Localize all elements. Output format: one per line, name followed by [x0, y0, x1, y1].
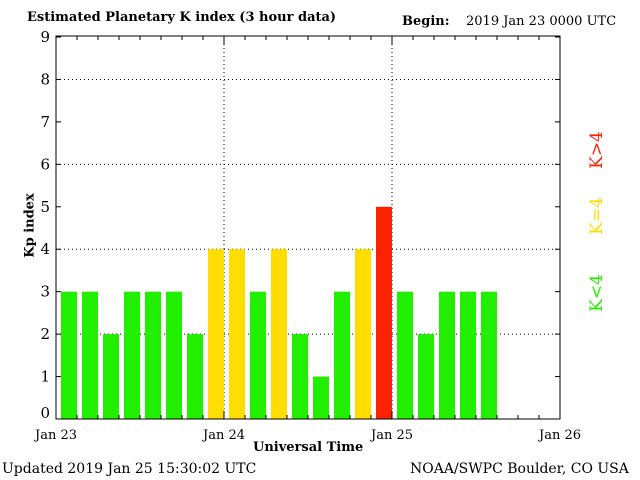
y-tick-label: 6: [40, 155, 50, 173]
bar: [145, 291, 161, 419]
bar: [103, 334, 119, 419]
x-axis-label: Universal Time: [253, 440, 364, 455]
chart-title: Estimated Planetary K index (3 hour data…: [27, 10, 337, 25]
begin-label: Begin:: [402, 14, 450, 29]
y-tick-label: 8: [40, 70, 50, 88]
bar: [208, 249, 224, 419]
bar: [376, 206, 392, 419]
bar: [334, 291, 350, 419]
bar: [418, 334, 434, 419]
y-tick-label: 9: [40, 28, 50, 46]
y-tick-label: 3: [40, 283, 50, 301]
x-tick-label: Jan 25: [369, 428, 413, 443]
y-tick-label: 5: [40, 198, 50, 216]
legend-equal: K=4: [586, 197, 607, 235]
bar: [82, 291, 98, 419]
y-tick-label: 1: [40, 368, 50, 386]
bar: [439, 291, 455, 419]
bar: [397, 291, 413, 419]
y-tick-label: 4: [40, 240, 50, 258]
legend-high: K>4: [586, 131, 607, 169]
y-tick-label: 0: [40, 404, 50, 422]
bar: [313, 376, 329, 419]
x-tick-label: Jan 23: [33, 428, 77, 443]
bar: [271, 249, 287, 419]
bar: [124, 291, 140, 419]
bar: [229, 249, 245, 419]
x-tick-label: Jan 26: [537, 428, 581, 443]
updated-timestamp: Updated 2019 Jan 25 15:30:02 UTC: [2, 461, 257, 477]
y-tick-label: 7: [40, 113, 50, 131]
bar: [355, 249, 371, 419]
y-axis-label: Kp index: [22, 193, 38, 258]
bar: [61, 291, 77, 419]
bar: [460, 291, 476, 419]
begin-value: 2019 Jan 23 0000 UTC: [466, 14, 617, 29]
bar: [166, 291, 182, 419]
bar: [481, 291, 497, 419]
bar: [187, 334, 203, 419]
bar: [250, 291, 266, 419]
legend-low: K<4: [586, 274, 607, 312]
x-tick-label: Jan 24: [201, 428, 245, 443]
y-tick-label: 2: [40, 325, 50, 343]
bar: [292, 334, 308, 419]
source-credit: NOAA/SWPC Boulder, CO USA: [410, 461, 629, 477]
